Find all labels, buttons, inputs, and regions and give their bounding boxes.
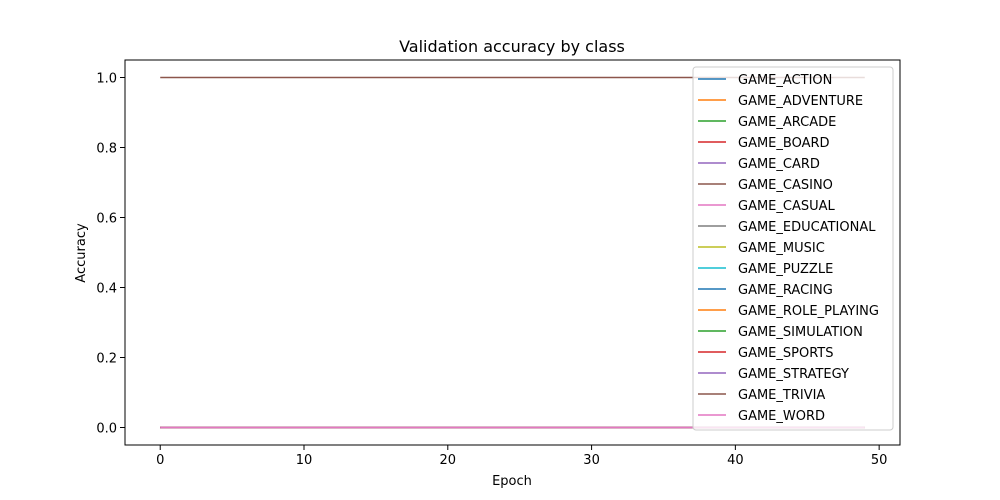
legend-label: GAME_CARD <box>738 157 820 172</box>
x-tick-label: 50 <box>871 453 888 468</box>
legend-label: GAME_ARCADE <box>738 115 836 130</box>
y-tick-label: 0.4 <box>96 282 117 297</box>
x-tick-label: 0 <box>156 453 164 468</box>
legend-label: GAME_WORD <box>738 409 825 424</box>
chart-title: Validation accuracy by class <box>399 37 625 56</box>
y-tick-label: 1.0 <box>96 72 117 87</box>
legend-label: GAME_ACTION <box>738 73 832 88</box>
y-tick-label: 0.8 <box>96 142 117 157</box>
x-tick-label: 10 <box>296 453 313 468</box>
x-axis-label: Epoch <box>492 474 532 489</box>
y-tick-label: 0.0 <box>96 422 117 437</box>
legend: GAME_ACTION GAME_ADVENTURE GAME_ARCADE GAME… <box>692 66 894 431</box>
legend-label: GAME_PUZZLE <box>738 262 833 277</box>
legend-box <box>692 66 894 431</box>
legend-label: GAME_ADVENTURE <box>738 94 863 109</box>
y-axis-label: Accuracy <box>74 223 89 283</box>
legend-label: GAME_RACING <box>738 283 833 298</box>
x-tick-label: 30 <box>583 453 600 468</box>
legend-label: GAME_STRATEGY <box>738 367 849 382</box>
y-tick-label: 0.2 <box>96 352 117 367</box>
legend-label: GAME_CASUAL <box>738 199 836 214</box>
legend-label: GAME_EDUCATIONAL <box>738 220 876 235</box>
x-tick-label: 20 <box>440 453 457 468</box>
legend-label: GAME_TRIVIA <box>738 388 825 403</box>
legend-label: GAME_SIMULATION <box>738 325 863 340</box>
y-tick-label: 0.6 <box>96 212 117 227</box>
legend-label: GAME_MUSIC <box>738 241 825 256</box>
legend-label: GAME_CASINO <box>738 178 833 193</box>
legend-label: GAME_SPORTS <box>738 346 834 361</box>
legend-label: GAME_ROLE_PLAYING <box>738 304 879 319</box>
x-tick-label: 40 <box>727 453 744 468</box>
legend-label: GAME_BOARD <box>738 136 830 151</box>
plot-frame <box>124 59 901 446</box>
